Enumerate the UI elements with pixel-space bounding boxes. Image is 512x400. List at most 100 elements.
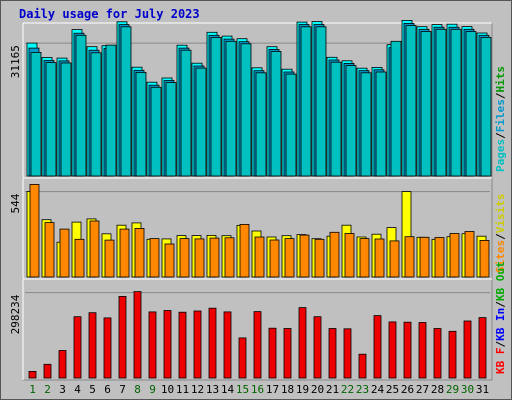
y-tick-label: 298234 [9,294,22,334]
x-tick-label: 21 [326,383,339,396]
bar-pages [285,73,297,177]
bar-sites [434,237,445,278]
bar-sites [254,236,265,278]
bar-sites [269,239,280,278]
legend-entry: KB Out [494,261,507,301]
x-tick-label: 8 [134,383,141,396]
legend-entry: Pages [494,139,507,172]
x-tick-label: 30 [461,383,474,396]
x-tick-label: 29 [446,383,459,396]
x-tick-label: 28 [431,383,444,396]
bar-kb-f [208,307,217,379]
bar-pages [60,62,72,177]
y-tick-label: 31165 [9,45,22,78]
bar-kb-f [433,328,442,379]
x-tick-label: 14 [221,383,235,396]
bar-kb-f [58,350,67,379]
bar-sites [209,237,220,278]
bar-sites [179,238,190,278]
x-tick-label: 19 [296,383,309,396]
bar-sites [119,228,130,278]
bar-pages [345,65,357,177]
bar-sites [44,222,55,278]
bar-kb-f [283,328,292,379]
bar-pages [405,25,417,177]
bar-kb-f [118,295,127,379]
bar-kb-f [238,337,247,379]
bar-kb-f [388,321,397,379]
bar-sites [104,239,115,278]
x-tick-label: 22 [341,383,354,396]
bar-kb-f [223,311,232,379]
bar-kb-f [313,316,322,379]
bar-pages [390,40,402,177]
x-tick-label: 23 [356,383,369,396]
x-tick-label: 6 [104,383,111,396]
bar-pages [150,86,162,177]
legend: Sites/Visits [494,194,507,274]
bar-kb-f [478,317,487,379]
bar-sites [479,239,490,278]
bar-pages [240,43,252,177]
bar-sites [464,231,475,278]
bar-kb-f [178,311,187,379]
x-tick-label: 15 [236,383,249,396]
bar-pages [465,31,477,177]
bar-kb-f [403,321,412,379]
x-tick-label: 5 [89,383,96,396]
bar-pages [90,52,102,177]
x-tick-label: 26 [401,383,414,396]
y-tick-label: 544 [9,193,22,213]
legend-entry: KB In [494,308,507,341]
x-tick-label: 12 [191,383,204,396]
bar-kb-f [298,307,307,379]
bar-pages [225,40,237,177]
bar-pages [75,34,87,177]
x-tick-label: 10 [161,383,174,396]
bar-pages [180,49,192,177]
legend: Pages/Files/Hits [494,66,507,172]
x-tick-label: 27 [416,383,429,396]
bar-sites [239,223,250,278]
bar-sites [419,236,430,278]
legend-entry: / [494,301,507,308]
chart-panels: 31165Pages/Files/Hits544Sites/Visits2982… [9,19,507,381]
bar-pages [45,62,57,177]
bar-kb-f [103,317,112,379]
legend-entry: Visits [494,194,507,234]
bar-sites [344,233,355,278]
bar-kb-f [148,311,157,379]
x-tick-label: 13 [206,383,219,396]
bar-pages [165,82,177,177]
bar-sites [29,183,40,278]
bar-pages [480,37,492,177]
bar-kb-f [268,327,277,379]
chart-title: Daily usage for July 2023 [19,7,200,21]
x-tick-label: 7 [119,383,126,396]
x-tick-label: 31 [476,383,489,396]
legend-entry: / [494,233,507,240]
bar-kb-f [88,312,97,379]
bar-sites [299,234,310,278]
bar-kb-f [253,311,262,379]
bar-pages [30,52,42,177]
bar-sites [449,233,460,278]
bar-pages [210,37,222,177]
bar-sites [194,238,205,278]
x-tick-label: 20 [311,383,324,396]
bar-kb-f [163,310,172,379]
bar-pages [255,72,267,177]
bar-sites [404,236,415,278]
bar-kb-f [28,370,37,379]
bar-pages [120,26,132,177]
bar-sites [374,238,385,278]
legend-entry: Hits [494,66,507,93]
legend-entry: Sites [494,240,507,273]
bar-pages [315,26,327,177]
x-tick-label: 2 [44,383,51,396]
bar-pages [375,71,387,177]
x-tick-label: 11 [176,383,189,396]
bar-kb-f [133,291,142,379]
bar-pages [330,61,342,177]
